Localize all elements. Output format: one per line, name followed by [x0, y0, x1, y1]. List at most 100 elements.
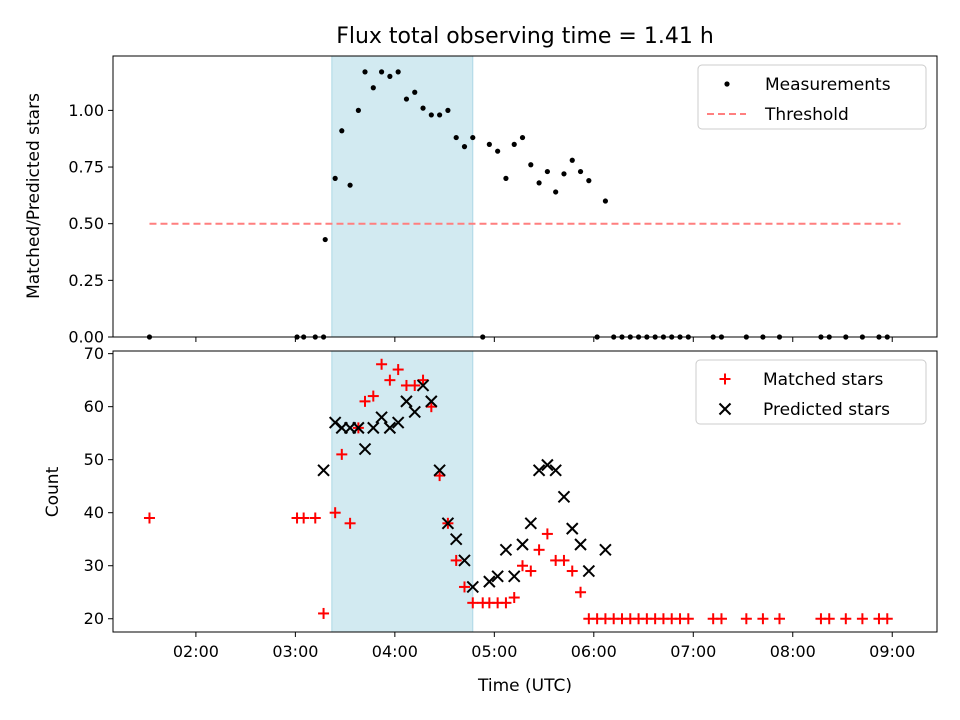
bot-series-1-point-15-b	[441, 517, 455, 530]
bot-series-1-point-18	[466, 580, 479, 594]
top-panel: 0.00 0.25 0.50 0.75 1.00 Measurements Thresho…	[68, 55, 938, 347]
bot-series-1-point-12	[416, 379, 430, 392]
top-series-0-point-11	[370, 85, 376, 91]
x-tick-label: 08:00	[770, 642, 816, 661]
bot-series-0-point-5	[329, 507, 341, 519]
bot-series-1-point-7	[375, 411, 388, 424]
x-tick-label: 09:00	[869, 642, 915, 661]
top-series-0-point-37	[586, 178, 592, 184]
top-series-0-point-35	[569, 157, 575, 163]
x-tick-label: 06:00	[571, 642, 617, 661]
bot-series-1-point-17-b	[458, 554, 471, 567]
top-series-0-point-22	[461, 144, 468, 150]
bot-series-0-point-51	[740, 613, 752, 625]
bot-series-1-point-22	[508, 570, 521, 583]
bot-ytick-label: 50	[84, 450, 104, 469]
top-series-0-point-17	[420, 105, 426, 111]
bot-ytick-label: 60	[84, 397, 104, 416]
bot-series-1-point-8-b	[383, 421, 397, 435]
bot-series-1-point-4-b	[352, 421, 365, 435]
top-ytick-label: 0.75	[68, 158, 104, 177]
x-tick-label: 03:00	[272, 642, 318, 661]
top-series-0-point-39	[602, 198, 609, 204]
bot-series-0-point-35	[575, 586, 587, 598]
bot-series-1-point-11	[408, 405, 421, 419]
bottom-axes-frame	[112, 350, 938, 633]
top-series-0-point-32	[544, 168, 550, 175]
top-frame-rect	[112, 55, 938, 338]
bot-series-1-point-28	[557, 490, 571, 504]
bottom-y-axis-label: Count	[43, 466, 63, 517]
bot-series-0-point-50	[715, 613, 727, 625]
top-series-0-point-28	[511, 141, 517, 147]
bot-series-0-point-30	[533, 544, 545, 556]
bot-series-0-point-9	[359, 395, 371, 407]
x-tick-label: 04:00	[372, 642, 418, 661]
bot-series-1-point-8	[383, 421, 397, 435]
bot-series-0-point-4	[318, 607, 330, 619]
top-series-0-point-13	[387, 73, 393, 79]
top-ytick-label: 0.00	[68, 328, 104, 347]
bot-series-0-point-33	[558, 554, 570, 566]
top-y-ticks: 0.00 0.25 0.50 0.75 1.00	[68, 101, 113, 347]
top-ytick-label: 0.50	[68, 214, 104, 233]
bot-series-0-point-26	[500, 597, 512, 609]
bot-series-1-point-31	[582, 564, 596, 578]
bot-series-0-point-11	[376, 358, 388, 370]
bot-ytick-label: 20	[84, 609, 104, 628]
bot-series-0-point-22	[467, 597, 479, 609]
bot-series-0-point-21	[458, 581, 470, 593]
top-series-0-point-9	[355, 107, 361, 113]
bot-series-1-point-13-b	[425, 395, 438, 408]
top-legend-label-0: Measurements	[765, 75, 891, 95]
bottom-panel: 20 30 40 50 60 70 02:00 03:00 04:00 05:00 06:00 07…	[84, 344, 938, 661]
bottom-marks	[143, 358, 893, 625]
bot-series-0-point-12	[384, 374, 396, 386]
bot-frame-rect	[112, 350, 938, 633]
bottom-legend[interactable]: Matched stars Predicted stars	[695, 359, 927, 425]
bot-series-0-point-57	[856, 613, 868, 625]
bot-series-1-point-13	[425, 395, 438, 408]
bot-series-1-point-14-b	[433, 464, 446, 477]
chart-title: Flux total observing time = 1.41 h	[336, 24, 714, 49]
bot-series-1-point-14	[433, 464, 446, 477]
bot-series-0-point-10	[367, 390, 379, 402]
top-legend[interactable]: Measurements Threshold	[697, 64, 927, 130]
bot-series-1-point-10	[400, 395, 413, 408]
bot-series-0-point-29	[525, 565, 537, 577]
bot-series-0-point-55	[823, 613, 835, 625]
bot-legend-swatch-1-b	[718, 402, 732, 416]
bot-series-1-point-9-b	[391, 416, 405, 429]
top-series-0-point-12	[378, 69, 385, 75]
bot-ytick-label: 70	[84, 344, 104, 363]
bot-legend-swatch-0	[719, 373, 731, 385]
bot-series-0-point-53	[773, 613, 785, 625]
top-y-axis-label: Matched/Predicted stars	[24, 93, 44, 299]
top-series-0-point-20	[445, 107, 451, 113]
bot-series-1-point-11-b	[408, 405, 421, 419]
bot-series-0-point-6	[336, 448, 348, 460]
bot-series-1-point-9	[391, 416, 405, 429]
bot-series-0-point-18	[434, 470, 446, 482]
bot-series-1-point-32-b	[599, 543, 612, 557]
bot-series-0-point-7	[344, 517, 356, 529]
bot-series-1-point-16-b	[449, 533, 463, 546]
bot-series-1-point-29	[566, 522, 579, 535]
bot-series-1-point-24	[524, 517, 538, 530]
bot-series-0-point-0	[143, 512, 155, 524]
bot-series-1-point-5-b	[358, 442, 372, 456]
x-axis-label: Time (UTC)	[477, 676, 572, 696]
x-tick-label: 07:00	[670, 642, 716, 661]
top-series-0-point-5	[322, 236, 328, 243]
bot-series-1-point-26-b	[541, 458, 554, 472]
bot-series-1-point-19	[483, 575, 496, 588]
bot-series-0-point-34	[566, 565, 578, 577]
top-series-0-point-30	[528, 162, 534, 168]
bot-series-1-point-0	[317, 464, 330, 477]
bot-series-1-point-25	[532, 464, 546, 477]
bot-series-0-point-16	[417, 374, 429, 386]
bottom-y-ticks: 20 30 40 50 60 70	[84, 344, 113, 628]
top-series-0-point-15	[403, 96, 410, 102]
bot-series-0-point-3	[309, 512, 321, 524]
top-axes-frame	[112, 55, 938, 338]
